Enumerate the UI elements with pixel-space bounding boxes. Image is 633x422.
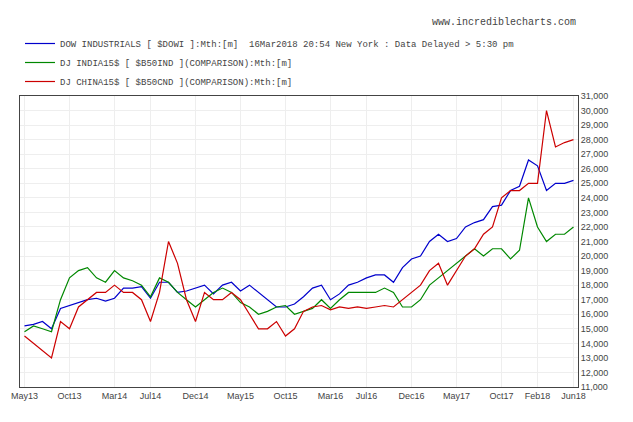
svg-text:13,000: 13,000 bbox=[581, 353, 609, 363]
svg-text:23,000: 23,000 bbox=[581, 208, 609, 218]
svg-text:29,000: 29,000 bbox=[581, 120, 609, 130]
svg-text:16,000: 16,000 bbox=[581, 309, 609, 319]
svg-text:Oct17: Oct17 bbox=[489, 391, 513, 401]
svg-text:11,000: 11,000 bbox=[581, 382, 608, 392]
svg-text:14,000: 14,000 bbox=[581, 339, 609, 349]
svg-text:27,000: 27,000 bbox=[581, 149, 609, 159]
svg-text:Dec14: Dec14 bbox=[182, 391, 208, 401]
svg-text:12,000: 12,000 bbox=[581, 368, 609, 378]
svg-text:24,000: 24,000 bbox=[581, 193, 609, 203]
svg-text:May17: May17 bbox=[443, 391, 470, 401]
svg-text:Mar16: Mar16 bbox=[318, 391, 344, 401]
svg-text:25,000: 25,000 bbox=[581, 178, 609, 188]
svg-text:Dec16: Dec16 bbox=[398, 391, 424, 401]
svg-text:20,000: 20,000 bbox=[581, 251, 609, 261]
svg-text:17,000: 17,000 bbox=[581, 295, 609, 305]
svg-text:Jul16: Jul16 bbox=[356, 391, 378, 401]
svg-text:May15: May15 bbox=[227, 391, 254, 401]
svg-text:21,000: 21,000 bbox=[581, 237, 609, 247]
svg-text:Mar14: Mar14 bbox=[102, 391, 128, 401]
svg-text:26,000: 26,000 bbox=[581, 164, 609, 174]
svg-text:30,000: 30,000 bbox=[581, 106, 609, 116]
svg-text:DJ CHINA15$ [ $B50CND ](COMPAR: DJ CHINA15$ [ $B50CND ](COMPARISON):Mth:… bbox=[60, 78, 292, 88]
svg-text:Oct13: Oct13 bbox=[57, 391, 81, 401]
svg-text:22,000: 22,000 bbox=[581, 222, 609, 232]
svg-text:DJ INDIA15$ [ $B50IND ](COMPAR: DJ INDIA15$ [ $B50IND ](COMPARISON):Mth:… bbox=[60, 59, 292, 69]
svg-text:May13: May13 bbox=[11, 391, 38, 401]
svg-text:15,000: 15,000 bbox=[581, 324, 609, 334]
svg-text:Oct15: Oct15 bbox=[273, 391, 297, 401]
svg-text:Feb18: Feb18 bbox=[525, 391, 551, 401]
svg-text:31,000: 31,000 bbox=[581, 91, 609, 101]
svg-text:DOW INDUSTRIALS [ $DOWI ]:Mth:: DOW INDUSTRIALS [ $DOWI ]:Mth:[m] 16Mar2… bbox=[60, 40, 514, 50]
svg-text:www.incrediblecharts.com: www.incrediblecharts.com bbox=[432, 17, 576, 28]
svg-text:28,000: 28,000 bbox=[581, 135, 609, 145]
svg-text:19,000: 19,000 bbox=[581, 266, 609, 276]
svg-text:Jun18: Jun18 bbox=[561, 391, 586, 401]
svg-text:18,000: 18,000 bbox=[581, 280, 609, 290]
svg-text:Jul14: Jul14 bbox=[140, 391, 162, 401]
